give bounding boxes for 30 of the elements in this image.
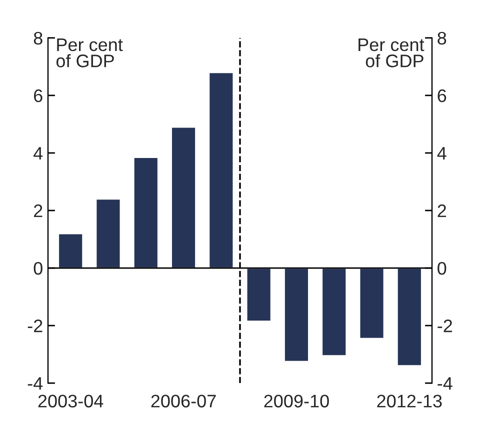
y-tick-label: 8 xyxy=(34,32,42,45)
bar xyxy=(58,232,84,269)
bar xyxy=(284,267,310,362)
y-tick-label: -2 xyxy=(28,320,42,332)
y2-tick-label: -2 xyxy=(438,320,452,332)
x-tick-label: 2003-04 xyxy=(38,394,104,408)
y2-tick-label: 6 xyxy=(438,89,446,102)
y2-tick-label: 2 xyxy=(438,204,446,218)
y-tick-label: 2 xyxy=(34,204,42,218)
y2-tick-label: 0 xyxy=(438,262,446,275)
bar xyxy=(358,267,385,340)
bar xyxy=(208,72,234,269)
bar xyxy=(170,126,196,269)
y-tick-label: -4 xyxy=(28,377,43,390)
bar xyxy=(132,156,159,269)
y2-axis-title: Per cent of GDP xyxy=(358,38,424,68)
bar xyxy=(321,267,348,356)
y2-tick-label: 4 xyxy=(437,147,446,160)
y2-tick-label: 8 xyxy=(438,32,446,45)
y-tick-label: 0 xyxy=(34,262,42,275)
x-tick-label: 2009-10 xyxy=(264,394,329,408)
y-tick-label: 4 xyxy=(34,147,43,160)
y2-tick-label: -4 xyxy=(438,377,452,390)
bar xyxy=(95,198,122,269)
y-tick-label: 6 xyxy=(34,89,42,102)
bar xyxy=(396,267,422,367)
bar xyxy=(246,267,272,322)
x-tick-label: 2012-13 xyxy=(377,394,442,408)
x-tick-label: 2006-07 xyxy=(151,394,216,408)
y-axis-title: Per cent of GDP xyxy=(56,38,123,68)
